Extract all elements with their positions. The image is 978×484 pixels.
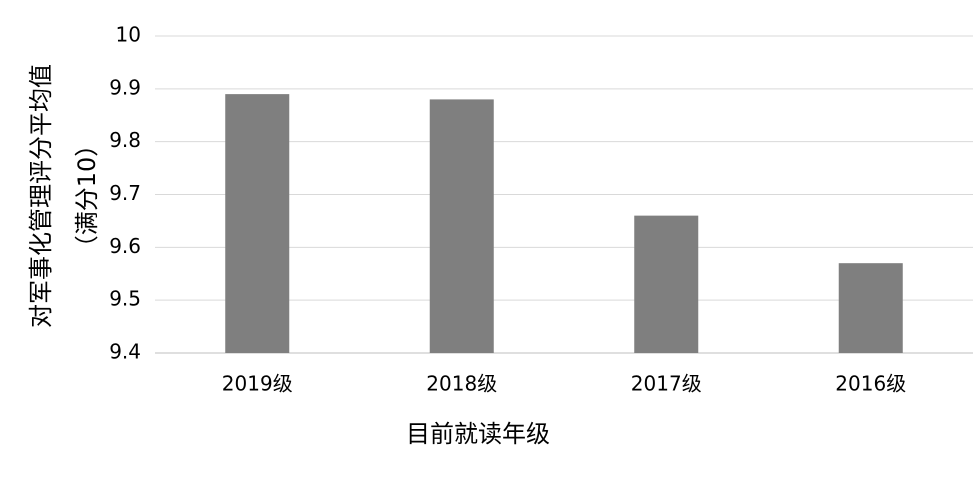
bar xyxy=(429,99,494,354)
x-tick-label: 2019级 xyxy=(222,372,293,396)
x-tick-label: 2016级 xyxy=(835,372,906,396)
y-axis-title: （满分10） xyxy=(73,133,101,260)
y-tick-label: 9.6 xyxy=(109,234,141,258)
bar xyxy=(838,263,903,353)
y-tick-label: 9.4 xyxy=(109,340,141,364)
bar xyxy=(225,94,290,353)
x-tick-label: 2018级 xyxy=(426,372,497,396)
y-tick-label: 9.8 xyxy=(109,128,141,152)
x-axis-title: 目前就读年级 xyxy=(406,420,550,448)
y-tick-label: 9.7 xyxy=(109,181,141,205)
x-tick-label: 2017级 xyxy=(631,372,702,396)
y-axis-title: 对军事化管理评分平均值 xyxy=(27,64,55,328)
y-tick-label: 9.5 xyxy=(109,287,141,311)
y-tick-label: 10 xyxy=(116,23,141,47)
bar xyxy=(634,215,699,353)
y-tick-label: 9.9 xyxy=(109,75,141,99)
